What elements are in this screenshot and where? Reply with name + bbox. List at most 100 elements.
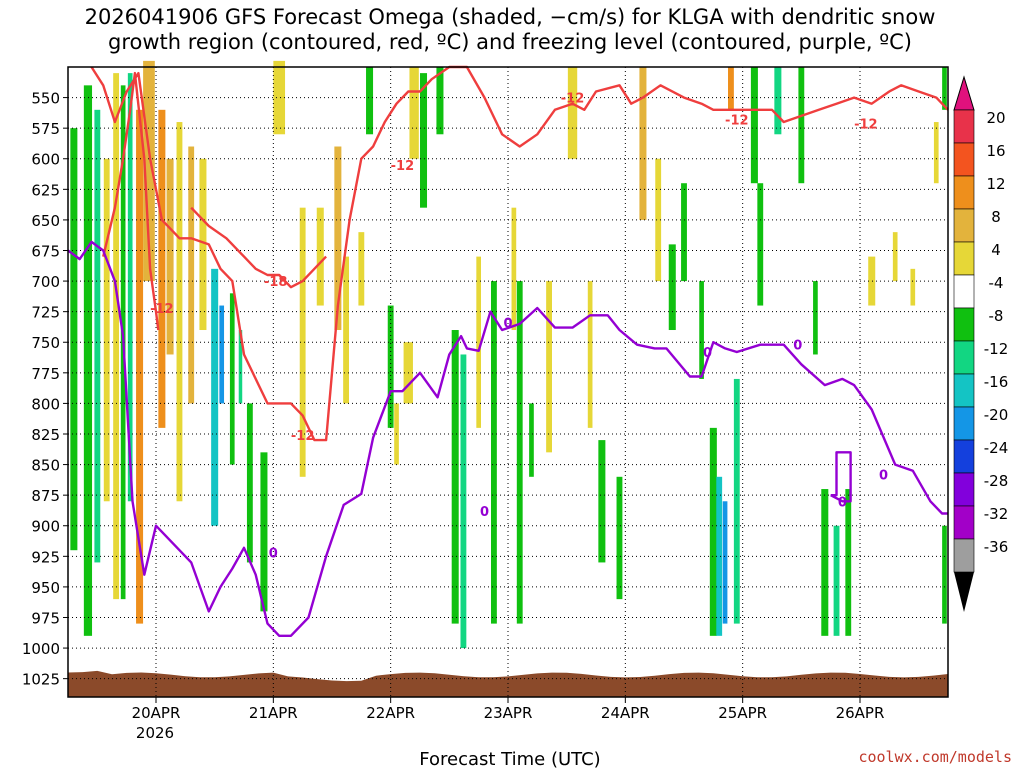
omega-shade	[167, 159, 174, 355]
dgz-label: -12	[150, 302, 174, 317]
colorbar-label: 8	[991, 208, 1001, 226]
colorbar-label: -8	[989, 307, 1004, 325]
omega-shade	[723, 501, 728, 623]
freezing-level-label: 0	[793, 339, 802, 354]
omega-shade	[588, 281, 593, 428]
omega-shade	[774, 67, 781, 134]
omega-shade	[681, 183, 687, 281]
colorbar-label: -12	[984, 340, 1009, 358]
omega-shade	[158, 110, 165, 428]
colorbar-segment	[954, 110, 974, 143]
y-tick-label: 1000	[22, 640, 60, 658]
colorbar-segment	[954, 374, 974, 407]
x-tick-label: 22APR	[366, 704, 415, 722]
y-tick-label: 825	[31, 426, 60, 444]
omega-shade	[343, 257, 349, 404]
omega-shade	[710, 428, 717, 636]
y-tick-label: 675	[31, 242, 60, 260]
y-axis-ticks: 5505756006256506757007257507758008258508…	[22, 90, 68, 689]
y-tick-label: 550	[31, 90, 60, 108]
x-year-label: 2026	[136, 724, 174, 742]
omega-shade	[699, 281, 704, 379]
x-tick-label: 23APR	[484, 704, 533, 722]
y-tick-label: 700	[31, 273, 60, 291]
colorbar-label: -36	[984, 538, 1009, 556]
x-tick-label: 21APR	[249, 704, 298, 722]
y-tick-label: 850	[31, 457, 60, 475]
colorbar-arrow-bottom	[954, 572, 974, 612]
omega-shade	[317, 208, 324, 306]
omega-shade	[798, 67, 804, 183]
colorbar-segment	[954, 275, 974, 308]
omega-shade	[757, 183, 763, 305]
omega-shade	[460, 354, 466, 648]
colorbar-label: 4	[991, 241, 1001, 259]
omega-shade	[491, 281, 497, 624]
omega-shade	[728, 67, 734, 110]
omega-shade	[639, 67, 646, 220]
omega-shade	[211, 269, 218, 526]
dgz-label: -12	[291, 429, 315, 444]
omega-shade	[219, 306, 224, 404]
colorbar-segment	[954, 341, 974, 374]
omega-shade	[669, 244, 676, 330]
freezing-level-label: 0	[703, 346, 712, 361]
omega-shade	[84, 85, 92, 635]
y-tick-label: 575	[31, 120, 60, 138]
freezing-level-label: 0	[879, 468, 888, 483]
omega-shade	[409, 67, 418, 159]
y-tick-label: 775	[31, 365, 60, 383]
colorbar-label: -20	[984, 406, 1009, 424]
colorbar-label: 12	[986, 175, 1005, 193]
y-tick-label: 950	[31, 579, 60, 597]
colorbar-label: 20	[986, 109, 1005, 127]
omega-shading	[70, 61, 946, 648]
colorbar-segment	[954, 242, 974, 275]
omega-shade	[910, 269, 915, 306]
credit-label: coolwx.com/models	[858, 748, 1012, 766]
x-tick-label: 25APR	[718, 704, 767, 722]
y-tick-label: 925	[31, 548, 60, 566]
colorbar-segment	[954, 407, 974, 440]
colorbar-segment	[954, 506, 974, 539]
omega-shade	[868, 257, 875, 306]
omega-shade	[598, 440, 605, 562]
colorbar-segment	[954, 539, 974, 572]
omega-shade	[358, 232, 364, 305]
omega-shade	[751, 67, 758, 183]
freezing-level-label: 0	[480, 505, 489, 520]
omega-shade	[529, 403, 534, 476]
colorbar-segment	[954, 440, 974, 473]
omega-shade	[716, 477, 722, 636]
omega-shade	[942, 526, 947, 624]
y-tick-label: 750	[31, 334, 60, 352]
y-tick-label: 725	[31, 304, 60, 322]
omega-shade	[420, 73, 427, 208]
x-axis-ticks: 20APR 21APR 22APR 23APR 24APR 25APR 26APR	[132, 697, 885, 722]
dgz-label: -12	[561, 92, 585, 107]
x-axis-label: Forecast Time (UTC)	[419, 749, 600, 768]
omega-shade	[177, 122, 183, 501]
colorbar-label: -28	[984, 472, 1009, 490]
omega-shade	[834, 526, 840, 636]
y-tick-label: 650	[31, 212, 60, 230]
dgz-label: -12	[391, 159, 415, 174]
colorbar-label: -24	[984, 439, 1009, 457]
y-tick-label: 900	[31, 518, 60, 536]
omega-shade	[934, 122, 939, 183]
omega-shade	[568, 67, 577, 159]
omega-shade	[845, 489, 851, 636]
colorbar-arrow-top	[954, 77, 974, 110]
y-tick-label: 875	[31, 487, 60, 505]
y-tick-label: 600	[31, 151, 60, 169]
omega-shade	[617, 477, 623, 599]
y-tick-label: 800	[31, 395, 60, 413]
colorbar: 20161284-4-8-12-16-20-24-28-32-36	[954, 77, 1008, 612]
colorbar-segment	[954, 176, 974, 209]
omega-shade	[813, 281, 818, 354]
x-tick-label: 20APR	[132, 704, 181, 722]
omega-shade	[546, 281, 552, 452]
omega-shade	[113, 73, 119, 599]
colorbar-segment	[954, 209, 974, 242]
y-tick-label: 975	[31, 609, 60, 627]
